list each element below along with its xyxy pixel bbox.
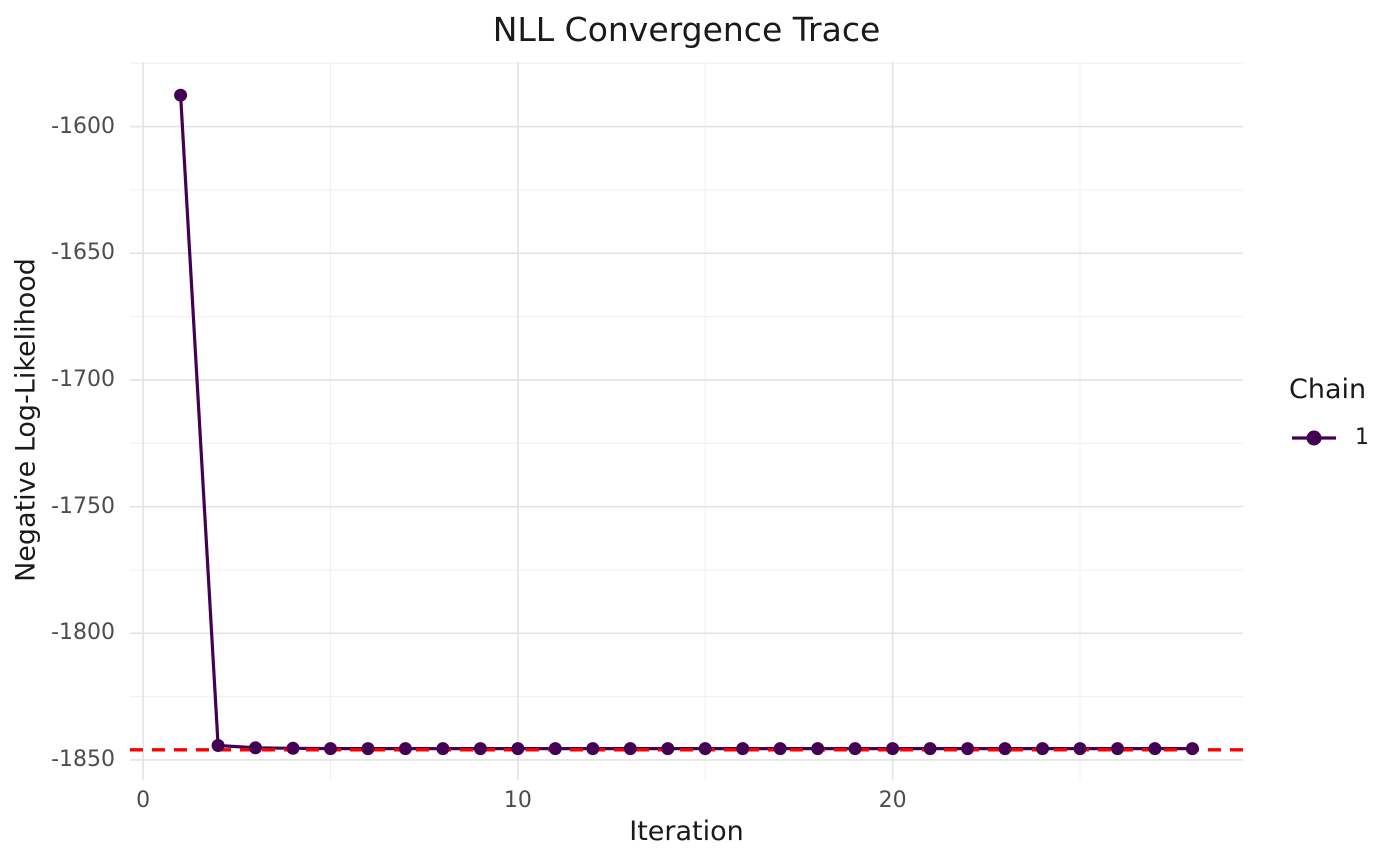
data-point [736, 742, 750, 756]
legend: Chain 1 [1289, 374, 1369, 450]
data-point [436, 742, 450, 756]
data-point [961, 742, 975, 756]
data-point [473, 742, 487, 756]
y-axis-title: Negative Log-Likelihood [10, 258, 42, 582]
y-tick-label: -1750 [51, 493, 115, 519]
data-point [1148, 742, 1162, 756]
y-tick-label: -1850 [51, 746, 115, 772]
data-point [923, 742, 937, 756]
data-point [661, 742, 675, 756]
data-point [398, 742, 412, 756]
x-tick-label: 0 [136, 788, 151, 813]
data-point [174, 88, 188, 102]
legend-title: Chain [1289, 374, 1367, 405]
plot-title: NLL Convergence Trace [492, 10, 881, 49]
data-point [361, 742, 375, 756]
data-point [249, 741, 262, 755]
legend-entry-label: 1 [1355, 425, 1369, 450]
data-point [1036, 742, 1049, 756]
data-point [998, 742, 1012, 756]
y-tick-label: -1700 [51, 366, 115, 392]
data-point [1185, 742, 1199, 756]
x-tick-label: 10 [503, 788, 532, 813]
data-point [1073, 742, 1087, 756]
data-point [211, 739, 225, 752]
data-point [623, 742, 637, 756]
data-point [586, 742, 600, 756]
data-point [286, 741, 300, 755]
legend-entry: 1 [1289, 425, 1369, 450]
data-point [511, 742, 525, 756]
y-tick-label: -1800 [51, 620, 115, 646]
legend-key [1292, 430, 1336, 445]
data-point [1111, 742, 1124, 756]
data-point [324, 742, 337, 756]
y-tick-label: -1650 [51, 240, 115, 266]
data-point [548, 742, 562, 756]
series-line [179, 95, 1193, 751]
x-tick-label: 20 [878, 788, 907, 813]
data-point [773, 742, 787, 756]
x-axis-title: Iteration [629, 816, 744, 847]
data-point [848, 742, 862, 756]
data-point [886, 742, 900, 756]
legend-key-dot-icon [1306, 430, 1322, 445]
y-tick-label: -1600 [51, 113, 115, 139]
data-point [698, 742, 712, 756]
data-point [811, 742, 825, 756]
